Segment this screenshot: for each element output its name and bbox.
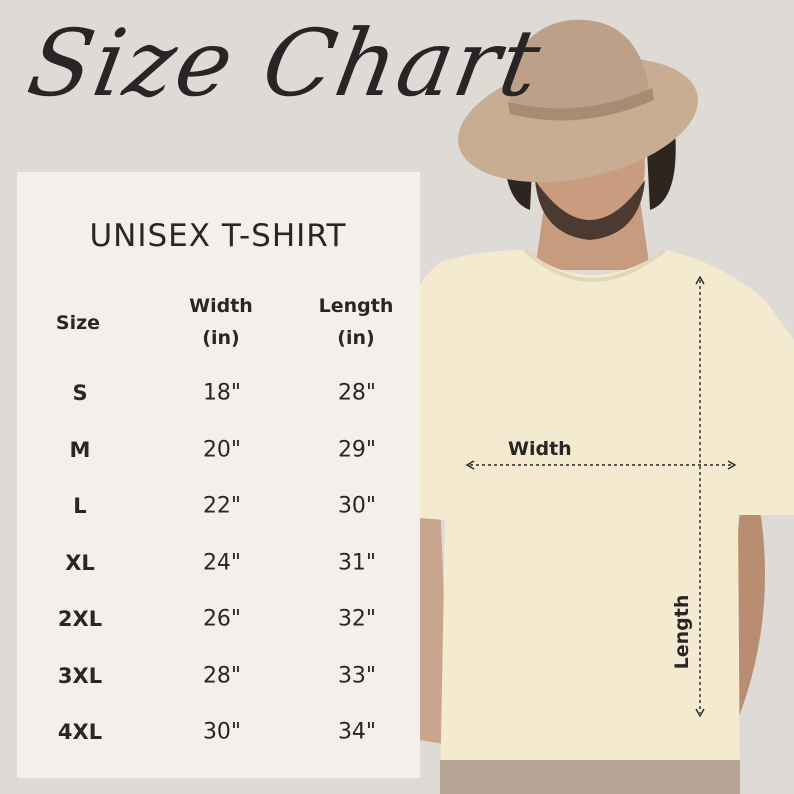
table-cell-size: S bbox=[72, 381, 88, 405]
table-cell-width: 18" bbox=[202, 380, 242, 406]
table-cell-width: 20" bbox=[202, 437, 242, 462]
header-width-label: Width bbox=[189, 295, 253, 317]
size-table-panel bbox=[17, 172, 420, 778]
header-size: Size bbox=[55, 312, 101, 334]
table-cell-length: 30" bbox=[337, 493, 377, 519]
header-width-unit: (in) bbox=[202, 327, 240, 349]
header-length-label: Length bbox=[318, 295, 394, 317]
table-cell-length: 28" bbox=[337, 380, 377, 406]
length-label: Length bbox=[671, 594, 693, 670]
table-cell-size: 3XL bbox=[57, 663, 103, 688]
product-title: UNISEX T-SHIRT bbox=[89, 218, 347, 254]
table-cell-length: 33" bbox=[337, 663, 377, 688]
table-cell-width: 28" bbox=[202, 663, 242, 688]
table-cell-size: L bbox=[73, 494, 87, 518]
table-cell-length: 31" bbox=[337, 550, 377, 575]
table-cell-length: 34" bbox=[337, 719, 377, 745]
table-cell-width: 24" bbox=[202, 550, 242, 575]
hat-crown bbox=[509, 19, 650, 115]
table-cell-length: 32" bbox=[337, 606, 377, 632]
header-length-unit: (in) bbox=[337, 327, 375, 349]
header-width: Width (in) bbox=[189, 290, 253, 354]
table-cell-length: 29" bbox=[337, 437, 377, 462]
table-cell-width: 30" bbox=[202, 719, 242, 745]
table-cell-size: M bbox=[69, 437, 91, 462]
t-shirt bbox=[380, 250, 794, 794]
page-title: Size Chart bbox=[20, 10, 550, 117]
table-cell-size: 4XL bbox=[57, 720, 103, 744]
table-cell-size: XL bbox=[65, 550, 95, 575]
header-length: Length (in) bbox=[319, 290, 394, 354]
table-cell-width: 26" bbox=[202, 606, 242, 632]
table-cell-size: 2XL bbox=[57, 607, 103, 631]
width-label: Width bbox=[508, 438, 572, 460]
table-cell-width: 22" bbox=[202, 493, 242, 519]
